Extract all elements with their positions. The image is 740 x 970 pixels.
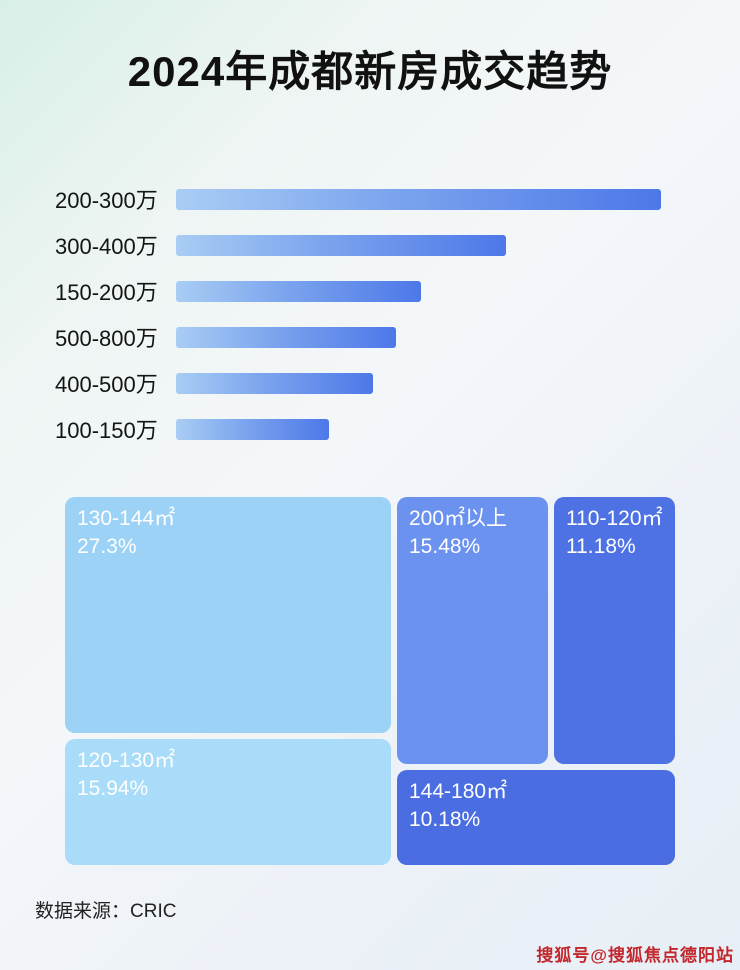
bar-category-label: 500-800万 [55,326,158,351]
treemap-block-110-120: 110-120㎡ 11.18% [554,497,675,764]
bar [176,188,661,210]
treemap-block-pct: 15.94% [77,777,149,801]
bar-track [176,326,661,348]
treemap-block-pct: 15.48% [409,535,481,559]
bar-category-label: 100-150万 [55,418,158,443]
treemap-block-label: 130-144㎡ [77,507,176,530]
bar-track [176,280,661,302]
treemap-block-label: 200㎡以上 [409,507,508,530]
bar-category-label: 400-500万 [55,372,158,397]
bar-row: 500-800万 [55,314,695,360]
bar [176,418,329,440]
treemap-block-pct: 27.3% [77,535,137,559]
treemap-block-144-180: 144-180㎡ 10.18% [397,770,675,865]
page-title: 2024年成都新房成交趋势 [127,48,613,95]
bar [176,372,373,394]
treemap-block-label: 144-180㎡ [409,780,508,803]
bar [176,280,421,302]
bar-row: 300-400万 [55,222,695,268]
area-size-treemap: 130-144㎡ 27.3% 120-130㎡ 15.94% 200㎡以上 15… [65,497,675,865]
bar-category-label: 300-400万 [55,234,158,259]
bar-track [176,188,661,210]
bar-category-label: 200-300万 [55,188,158,213]
treemap-block-pct: 10.18% [409,808,481,832]
treemap-block-label: 120-130㎡ [77,749,176,772]
bar-track [176,418,661,440]
bar [176,326,397,348]
data-source-note: 数据来源：CRIC [35,901,177,922]
treemap-block-120-130: 120-130㎡ 15.94% [65,739,391,865]
treemap-block-label: 110-120㎡ [566,507,663,530]
bar-track [176,234,661,256]
treemap-block-pct: 11.18% [566,535,636,559]
treemap-block-130-144: 130-144㎡ 27.3% [65,497,391,733]
bar [176,234,506,256]
bar-row: 100-150万 [55,406,695,452]
bar-row: 150-200万 [55,268,695,314]
bar-category-label: 150-200万 [55,280,158,305]
bar-row: 200-300万 [55,176,695,222]
bar-track [176,372,661,394]
treemap-block-200-plus: 200㎡以上 15.48% [397,497,548,764]
watermark: 搜狐号@搜狐焦点德阳站 [536,946,734,965]
bar-row: 400-500万 [55,360,695,406]
price-range-bar-chart: 200-300万 300-400万 150-200万 500-800万 400-… [55,176,695,452]
